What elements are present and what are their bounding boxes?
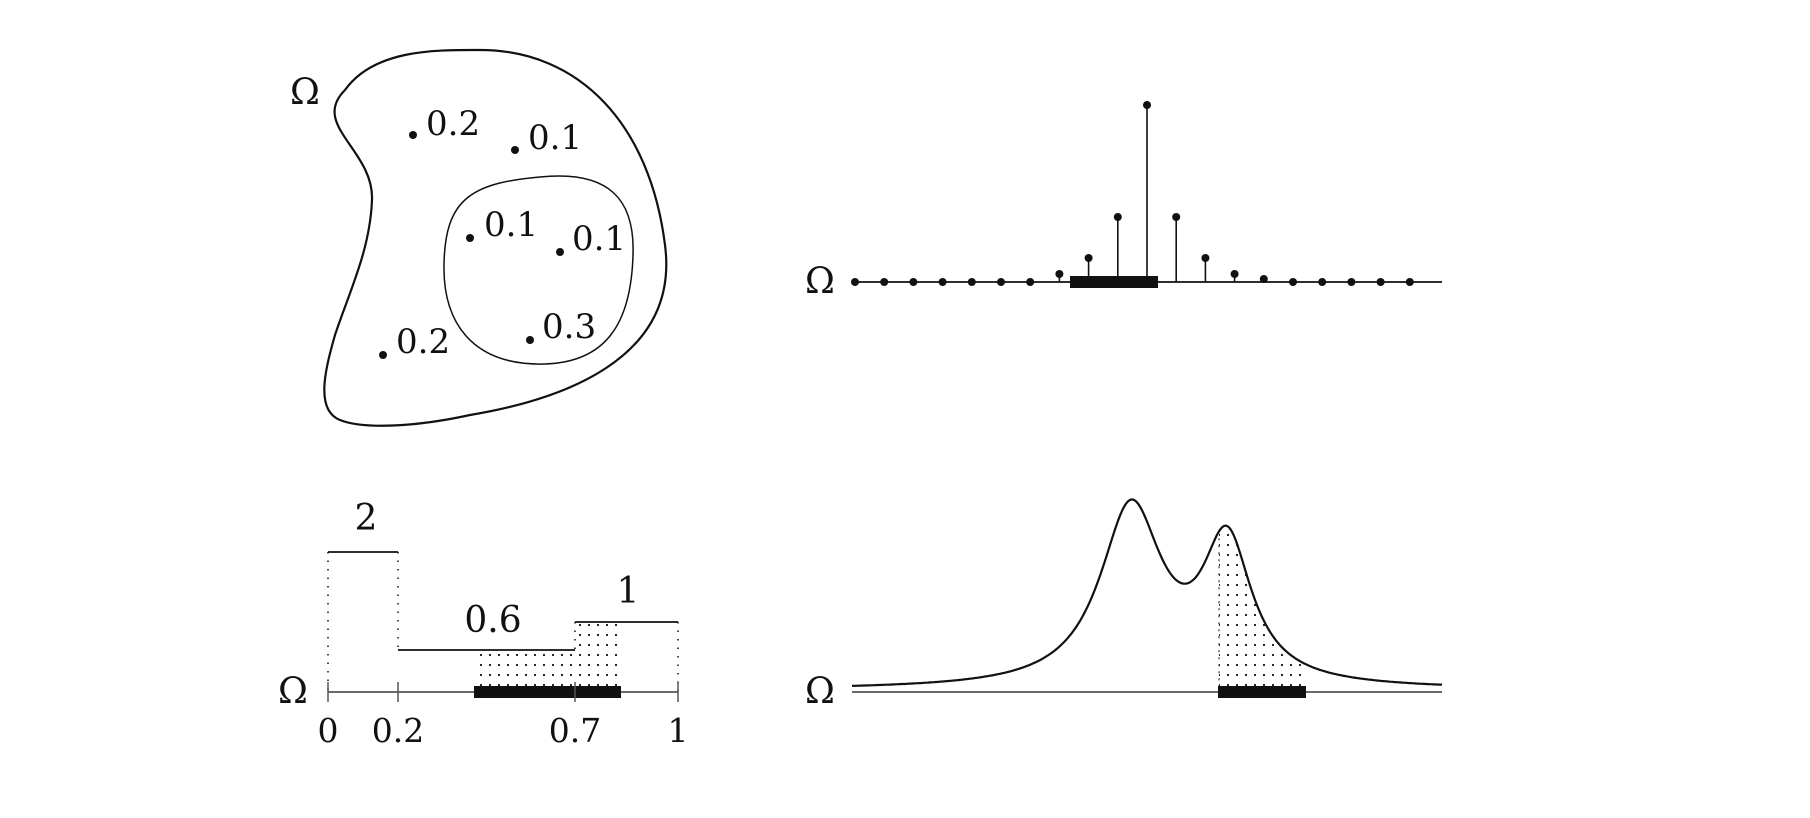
omega-boundary xyxy=(323,48,668,427)
axis-tick-label: 0.2 xyxy=(372,711,424,750)
mass-point: 0.1 xyxy=(466,205,538,245)
point-weight-label: 0.3 xyxy=(542,307,596,347)
point-dot xyxy=(379,351,387,359)
omega-label: Ω xyxy=(278,671,308,712)
spike-point xyxy=(880,278,889,286)
mass-point: 0.1 xyxy=(556,219,626,259)
spike-point xyxy=(851,278,859,286)
mass-point: 0.2 xyxy=(379,322,450,362)
mass-point: 0.3 xyxy=(526,307,596,347)
point-dot xyxy=(526,336,534,344)
spike-point xyxy=(1230,270,1239,278)
axis-tick-label: 0 xyxy=(318,711,339,750)
spike-point xyxy=(1172,213,1181,221)
spike-point xyxy=(1113,213,1122,221)
shaded-region xyxy=(1219,525,1306,692)
mass-point: 0.2 xyxy=(409,104,480,144)
shaded-region xyxy=(474,650,575,692)
omega-label: Ω xyxy=(805,261,835,302)
spike-point xyxy=(1201,254,1210,262)
spike-point xyxy=(1084,254,1093,262)
point-dot xyxy=(556,248,564,256)
spike-point xyxy=(1347,278,1356,286)
point-dot xyxy=(409,131,417,139)
step-value-label: 1 xyxy=(617,571,640,612)
continuous-density-panel: Ω xyxy=(805,498,1443,712)
axis-tick-label: 1 xyxy=(668,711,689,750)
highlighted-interval xyxy=(474,686,621,698)
point-weight-label: 0.1 xyxy=(528,118,582,158)
density-curve xyxy=(851,498,1443,687)
spike-point xyxy=(1318,278,1327,286)
spike-point xyxy=(1143,101,1151,109)
step-density-panel: Ω 2 0.6 1 0 0.2 0.7 1 xyxy=(278,498,689,750)
spike-point xyxy=(997,278,1005,286)
point-weight-label: 0.1 xyxy=(572,219,626,259)
spike-point xyxy=(938,278,947,286)
point-dot xyxy=(466,234,474,242)
spike-point xyxy=(967,278,976,286)
spike-point xyxy=(909,278,918,286)
omega-label: Ω xyxy=(290,72,320,113)
omega-label: Ω xyxy=(805,671,835,712)
subset-boundary xyxy=(443,175,634,365)
spike-point xyxy=(1376,278,1385,286)
spike-point xyxy=(1405,278,1414,286)
shaded-region xyxy=(575,622,621,692)
spike-point xyxy=(1289,278,1297,286)
point-dot xyxy=(511,146,519,154)
highlighted-interval xyxy=(1070,276,1158,288)
discrete-set-panel: Ω 0.2 0.1 0.1 0.1 0.2 0.3 xyxy=(290,48,668,427)
point-weight-label: 0.2 xyxy=(396,322,450,362)
highlighted-interval xyxy=(1218,686,1306,698)
step-value-label: 2 xyxy=(355,498,378,539)
spike-point xyxy=(1055,270,1064,278)
step-value-label: 0.6 xyxy=(464,600,521,641)
point-weight-label: 0.2 xyxy=(426,104,480,144)
spike-point xyxy=(1259,275,1268,283)
spike-train-panel: Ω xyxy=(805,101,1442,302)
point-weight-label: 0.1 xyxy=(484,205,538,245)
mass-point: 0.1 xyxy=(511,118,582,158)
spike-group xyxy=(851,101,1414,286)
spike-point xyxy=(1026,278,1035,286)
axis-tick-label: 0.7 xyxy=(549,711,601,750)
